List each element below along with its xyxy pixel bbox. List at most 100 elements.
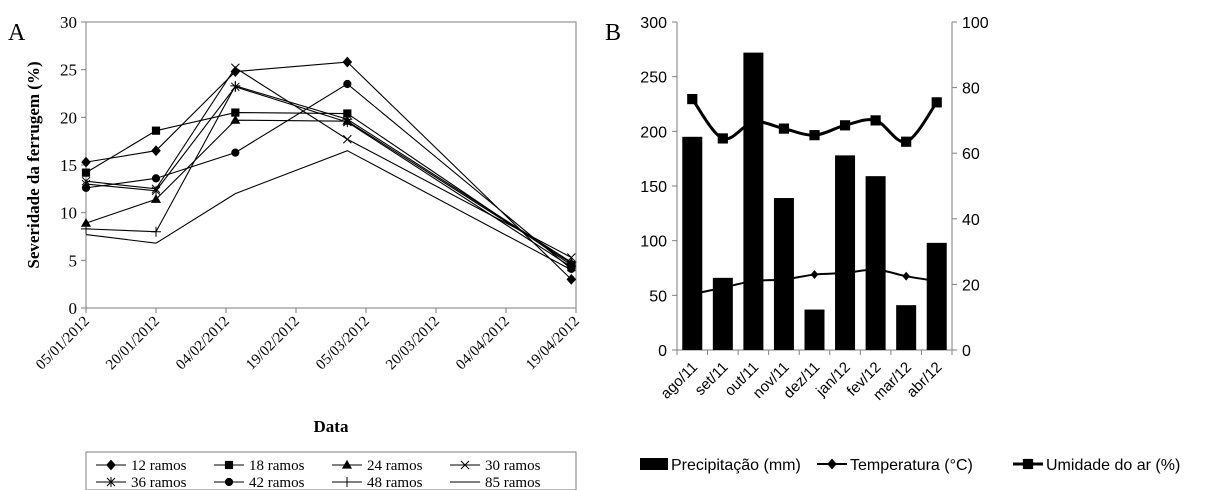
x-axis-title-a: Data [314, 417, 349, 436]
data-point-a [81, 183, 91, 192]
x-tick-label-a: 19/02/2012 [243, 314, 303, 374]
data-point-a [151, 145, 161, 157]
humidity-point [931, 97, 942, 108]
data-point-a [81, 156, 91, 168]
temperature-point [871, 265, 880, 275]
x-tick-label-b: abr/12 [903, 359, 945, 401]
legend-a-label: 24 ramos [367, 458, 423, 474]
legend-b-humidity-marker [1022, 458, 1034, 470]
humidity-point [748, 116, 759, 128]
legend-a-marker [460, 460, 470, 470]
data-point-a [343, 79, 352, 89]
data-point-a [150, 194, 162, 203]
temperature-point [841, 268, 849, 278]
temperature-point [902, 271, 910, 281]
y-tick-label-b-left: 200 [640, 124, 667, 141]
panel-a-letter: A [8, 20, 26, 46]
y-tick-label-b-right: 100 [962, 15, 989, 32]
temperature-point [688, 289, 697, 299]
chart-a: 0 5 10 15 20 25 30 05/01/2012 20/01/2012 04/02/20… [24, 13, 583, 490]
x-tick-label-a: 05/01/2012 [33, 314, 93, 374]
temperature-point [749, 276, 758, 286]
humidity-point [717, 133, 728, 144]
legend-a-marker [224, 477, 234, 487]
precip-bar [926, 242, 947, 350]
temperature-point [780, 275, 788, 284]
plot-area-a [85, 21, 577, 309]
precip-bar [682, 136, 703, 350]
x-tick-label-b: jan/12 [812, 359, 854, 401]
legend-a-label: 48 ramos [367, 475, 423, 490]
series-line-a [85, 112, 572, 266]
data-point-a [151, 174, 161, 183]
data-point-a [151, 126, 161, 135]
legend-a-label: 12 ramos [131, 458, 187, 474]
precip-bar [865, 176, 886, 350]
y-tick-label-a: 30 [60, 13, 77, 32]
data-point-a [231, 148, 240, 157]
legend-a-marker [106, 459, 116, 471]
chart-b: 050100150200250300020406080100ago/11set/… [640, 15, 1180, 474]
y-tick-label-b-left: 300 [640, 15, 667, 32]
humidity-point [870, 115, 881, 126]
y-tick-label-a: 20 [60, 108, 77, 127]
legend-a-frame [85, 451, 577, 490]
precip-bar [773, 198, 794, 350]
legend-b: Precipitação (mm) Temperatura (°C) Umidade… [640, 457, 1180, 474]
data-point-a [81, 223, 91, 234]
humidity-point [687, 93, 698, 105]
data-point-a [230, 63, 240, 73]
legend-b-temp-label: Temperatura (°C) [850, 457, 973, 474]
precip-bar [712, 277, 733, 350]
legend-b-temp-marker [827, 458, 837, 470]
data-point-a [342, 56, 353, 68]
y-tick-label-a: 25 [60, 61, 77, 80]
y-tick-label-b-right: 40 [962, 212, 980, 229]
temperature-point [932, 276, 941, 286]
humidity-point [839, 120, 851, 131]
temperature-point [810, 270, 819, 279]
legend-a-label: 30 ramos [485, 458, 541, 474]
legend-b-precip-swatch [640, 458, 668, 470]
data-point-a [342, 134, 352, 144]
legend-a-label: 36 ramos [131, 475, 187, 490]
x-tick-label-a: 19/04/2012 [523, 314, 583, 374]
precip-bar [804, 309, 825, 350]
legend-a-label: 18 ramos [249, 458, 305, 474]
data-point-a [151, 185, 161, 196]
y-tick-label-b-left: 150 [640, 179, 667, 196]
humidity-point [778, 123, 790, 134]
data-point-a [566, 257, 577, 268]
y-tick-label-b-left: 50 [649, 288, 667, 305]
legend-a-marker [342, 477, 352, 487]
y-tick-label-b-left: 100 [640, 234, 667, 251]
precip-bar [835, 155, 856, 350]
y-tick-label-a: 15 [60, 156, 77, 175]
x-tick-label-a: 05/03/2012 [313, 314, 373, 374]
legend-a-marker [224, 460, 234, 470]
x-tick-label-a: 20/03/2012 [383, 314, 443, 374]
humidity-point [809, 130, 820, 141]
precip-bar [743, 52, 764, 350]
legend-a-label: 42 ramos [249, 475, 305, 490]
data-point-a [151, 226, 161, 237]
y-tick-label-b-right: 80 [962, 81, 980, 98]
y-tick-label-b-right: 60 [962, 146, 980, 163]
data-point-a [230, 114, 241, 124]
y-tick-label-a: 5 [69, 251, 78, 270]
y-axis-title-a: Severidade da ferrugem (%) [24, 61, 43, 268]
data-point-a [230, 80, 241, 91]
legend-b-humidity-label: Umidade do ar (%) [1046, 457, 1180, 474]
x-tick-label-a: 20/01/2012 [103, 314, 163, 374]
y-tick-label-b-left: 0 [658, 343, 667, 360]
y-tick-label-b-right: 20 [962, 277, 980, 294]
data-point-a [566, 273, 577, 285]
humidity-point [901, 136, 912, 147]
y-tick-label-a: 10 [60, 204, 77, 223]
series-line-a [85, 150, 572, 271]
series-line-a [85, 61, 572, 280]
legend-b-precip-label: Precipitação (mm) [671, 457, 801, 474]
data-point-a [342, 114, 353, 125]
x-tick-label-b: ago/11 [657, 359, 701, 403]
